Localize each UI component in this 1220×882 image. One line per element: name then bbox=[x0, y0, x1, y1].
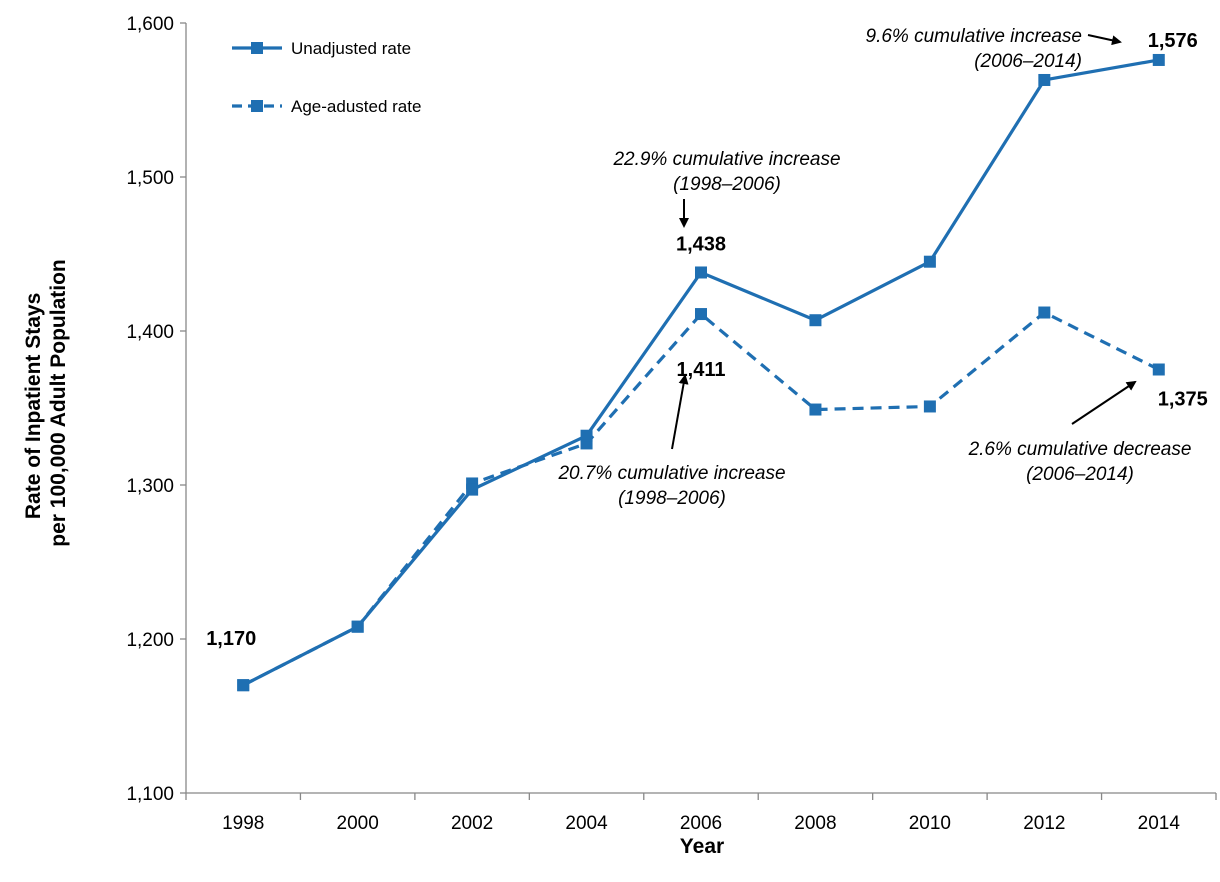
y-tick-label: 1,300 bbox=[126, 476, 174, 497]
legend-label: Age-adusted rate bbox=[291, 97, 421, 116]
annotation-line: 20.7% cumulative increase bbox=[557, 463, 785, 484]
data-point-unadjusted bbox=[466, 483, 479, 496]
x-tick-label: 2010 bbox=[909, 813, 951, 834]
annotation-text: 2.6% cumulative decrease (2006–2014) bbox=[968, 439, 1192, 485]
annotation-line: 9.6% cumulative increase bbox=[866, 26, 1083, 47]
data-label: 1,411 bbox=[677, 359, 726, 381]
x-tick-label: 2014 bbox=[1138, 813, 1181, 834]
y-tick-label: 1,500 bbox=[126, 168, 174, 189]
annotation-line: 22.9% cumulative increase bbox=[612, 149, 840, 170]
y-axis-title-line-1: Rate of Inpatient Stays bbox=[22, 293, 45, 519]
data-point-age-adjusted bbox=[695, 308, 707, 321]
y-axis-title: Rate of Inpatient Stays per 100,000 Adul… bbox=[22, 259, 70, 546]
data-point-age-adjusted bbox=[1038, 306, 1051, 319]
labels-layer: 1,170 1,438 1,411 1,576 1,375 bbox=[206, 30, 1208, 650]
data-point-unadjusted bbox=[580, 429, 593, 442]
annotation-line: (2006–2014) bbox=[974, 51, 1082, 72]
annotation-line: (2006–2014) bbox=[1026, 464, 1134, 485]
data-point-unadjusted bbox=[923, 255, 936, 268]
data-point-unadjusted bbox=[237, 679, 250, 692]
x-tick-label: 2000 bbox=[337, 813, 379, 834]
annotation-arrow bbox=[1071, 380, 1137, 425]
data-point-unadjusted bbox=[695, 266, 707, 279]
x-tick-label: 2012 bbox=[1023, 813, 1065, 834]
y-tick-label: 1,200 bbox=[126, 630, 174, 651]
legend-marker bbox=[251, 100, 263, 112]
legend-label: Unadjusted rate bbox=[291, 39, 411, 58]
legend-marker bbox=[251, 42, 263, 54]
legend: Unadjusted rate Age-adusted rate bbox=[232, 39, 421, 116]
annotation-text: 9.6% cumulative increase (2006–2014) bbox=[866, 26, 1083, 72]
annotation-arrow bbox=[671, 374, 689, 450]
annotation-text: 22.9% cumulative increase (1998–2006) bbox=[612, 149, 840, 195]
annotation-line: (1998–2006) bbox=[618, 488, 726, 509]
x-tick-label: 2002 bbox=[451, 813, 493, 834]
data-point-unadjusted bbox=[1038, 73, 1051, 86]
data-point-age-adjusted bbox=[809, 403, 822, 416]
annotation-line: (1998–2006) bbox=[673, 174, 781, 195]
annotation-arrow bbox=[1087, 34, 1122, 46]
data-point-age-adjusted bbox=[1152, 363, 1165, 376]
data-label: 1,170 bbox=[206, 628, 256, 650]
series-layer bbox=[237, 53, 1165, 692]
data-label: 1,375 bbox=[1158, 389, 1208, 411]
data-label: 1,438 bbox=[676, 233, 726, 255]
x-axis-title: Year bbox=[680, 835, 724, 858]
axes: 1,100 1,200 1,300 1,400 1,500 1,600 1998 2000 20… bbox=[126, 14, 1217, 834]
x-tick-label: 2004 bbox=[565, 813, 608, 834]
x-tick-label: 1998 bbox=[222, 813, 264, 834]
data-point-unadjusted bbox=[809, 314, 822, 327]
data-label: 1,576 bbox=[1148, 30, 1198, 52]
annotation-line: 2.6% cumulative decrease bbox=[968, 439, 1192, 460]
y-axis-title-line-2: per 100,000 Adult Population bbox=[47, 259, 70, 546]
annotation-text: 20.7% cumulative increase (1998–2006) bbox=[557, 463, 785, 509]
y-tick-label: 1,400 bbox=[126, 322, 174, 343]
y-tick-label: 1,600 bbox=[126, 14, 174, 35]
data-point-age-adjusted bbox=[923, 400, 936, 413]
y-tick-label: 1,100 bbox=[126, 784, 174, 805]
x-tick-label: 2006 bbox=[680, 813, 722, 834]
data-point-unadjusted bbox=[1152, 53, 1165, 66]
data-point-unadjusted bbox=[351, 620, 364, 633]
x-tick-label: 2008 bbox=[794, 813, 836, 834]
annotations-layer: 9.6% cumulative increase (2006–2014) 22.9%… bbox=[557, 26, 1191, 509]
